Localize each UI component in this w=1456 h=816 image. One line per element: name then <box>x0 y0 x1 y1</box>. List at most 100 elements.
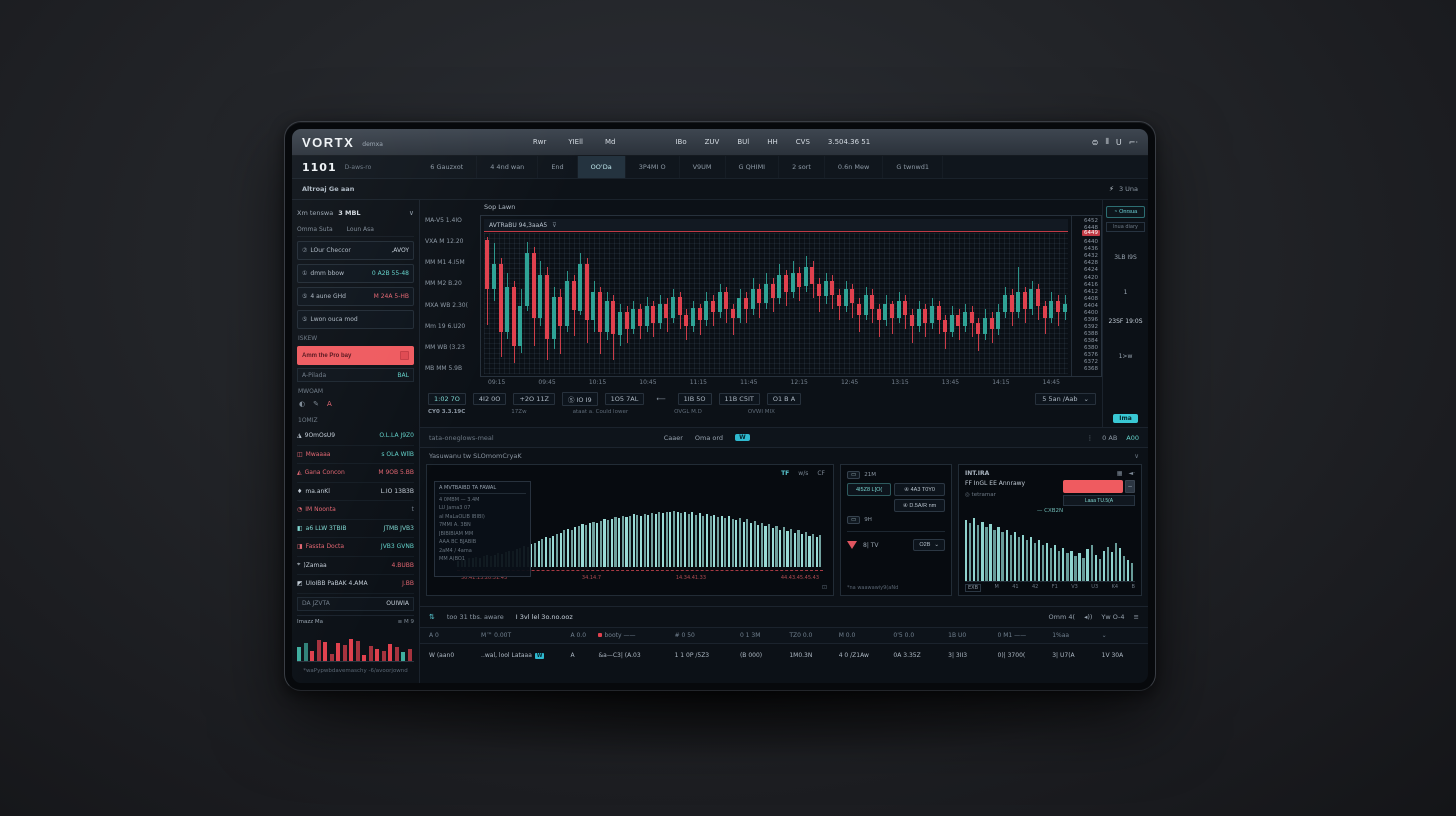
main-tab-6[interactable]: G QHIMI <box>726 156 780 178</box>
depth-row-sub: ◎ tetramar <box>965 492 996 498</box>
window-icon-0[interactable]: ⊜ <box>1091 137 1099 147</box>
toolbar-value-7[interactable]: 11B C5IT <box>718 393 760 405</box>
limit-button[interactable]: Laaa TU.5(A <box>1063 495 1135 506</box>
sort-arrows-icon[interactable]: ⇅ <box>429 613 435 621</box>
orders-toolbar-right-1[interactable]: Yw O-4 <box>1101 613 1125 621</box>
header-nav-right-item-2[interactable]: BUl <box>737 138 750 146</box>
toolbar-value-6[interactable]: 1IB 5O <box>677 393 712 405</box>
wave-icon-1[interactable]: w/s <box>798 470 809 477</box>
depth-icon-0[interactable]: ▦ <box>1116 470 1123 477</box>
candle-body <box>830 280 835 295</box>
watchlist-row-6[interactable]: ◨ Fassta Docta JVB3 GVNB <box>297 538 414 557</box>
strip-center-item-0[interactable]: Caaer <box>663 433 683 442</box>
chart-legend-eye-icon[interactable]: ⊽ <box>552 221 557 229</box>
toolbar-value-5[interactable]: ⟵ <box>656 395 666 403</box>
toolbar-value-8[interactable]: O1 B A <box>766 393 802 405</box>
header-nav-right-item-3[interactable]: HH <box>767 138 778 146</box>
watchlist-row-4[interactable]: ◔ IM Noonta t <box>297 501 414 520</box>
strip-center-item-1[interactable]: Oma ord <box>694 433 724 442</box>
alert-flag-icon[interactable]: A <box>326 400 332 408</box>
main-tab-7[interactable]: 2 sort <box>779 156 825 178</box>
watchlist-row-8[interactable]: ◩ UIoIBB PaBAK 4.AMA J.BB <box>297 575 414 594</box>
watchlist-row-3[interactable]: ♦ ma.anKl L.IO 13B3B <box>297 483 414 501</box>
order-button-1[interactable]: 4I5Z8 L[O( <box>847 483 892 496</box>
main-tab-3[interactable]: OO'Da <box>577 156 626 178</box>
orders-table-row[interactable]: W (aan0 ..wal, lool Lataaa W A &a—C3| (A.03 1… <box>420 644 1148 666</box>
toolbar-value-4[interactable]: 1O5 7AL <box>604 393 645 405</box>
header-nav-item-0[interactable]: Rwr <box>532 138 547 146</box>
volume-wave-panel: TF w/s CF A MVTBAIBD TA FAWAL 4 0MBM — 3.4M… <box>426 464 834 596</box>
toolbar-value-1[interactable]: 4I2 0O <box>472 393 507 405</box>
orders-toolbar-item-0[interactable]: too 31 tbs. aware <box>446 613 504 621</box>
window-icon-2[interactable]: U <box>1115 137 1122 147</box>
main-tab-5[interactable]: V9UM <box>680 156 726 178</box>
watchlist-row-5[interactable]: ◧ a6 LLW 3TBIB JTMB JVB3 <box>297 520 414 538</box>
bar <box>1046 542 1049 581</box>
bar <box>1094 554 1097 581</box>
toolbar-value-3[interactable]: Ⓢ IO I9 <box>561 392 598 406</box>
order-type-button[interactable]: O2B ⌄ <box>913 539 945 551</box>
bar <box>705 514 709 567</box>
interval-dropdown[interactable]: 5 5an /Aab ⌄ <box>1035 393 1096 405</box>
wave-icon-0[interactable]: TF <box>781 470 790 477</box>
main-tab-0[interactable]: 6 Gauzxot <box>417 156 478 178</box>
watchlist-row-1[interactable]: ◫ Mwaaaa s OLA WllB <box>297 446 414 464</box>
watchlist-row-7[interactable]: ⌖)Zamaa 4.BUBB <box>297 557 414 575</box>
speaker-icon[interactable]: ◂)) <box>1084 613 1093 621</box>
depth-icon-1[interactable]: ◄· <box>1128 470 1135 477</box>
section2-label: 1OMIZ <box>298 417 318 424</box>
toolbar-value-0[interactable]: 1:02 7O <box>428 393 466 405</box>
rail-badge[interactable]: Ima <box>1113 414 1138 423</box>
wave-icon-2[interactable]: CF <box>817 470 825 477</box>
header-nav-right-item-1[interactable]: ZUV <box>704 138 720 146</box>
header-nav-right-item-4[interactable]: CVS <box>795 138 810 146</box>
main-tab-8[interactable]: 0.6n Mew <box>825 156 884 178</box>
header-nav-item-2[interactable]: Md <box>605 138 616 146</box>
balance-label: A-Pilada <box>302 371 327 379</box>
filter-funnel-icon[interactable] <box>847 541 857 549</box>
edit-icon[interactable]: ✎ <box>313 400 319 408</box>
sell-button[interactable] <box>1063 480 1123 493</box>
main-tab-4[interactable]: 3P4MI O <box>626 156 680 178</box>
refresh-icon[interactable]: ◐ <box>299 400 306 408</box>
main-tab-1[interactable]: 4 4nd wan <box>477 156 539 178</box>
toolbar-value-2[interactable]: +2O 11Z <box>513 393 555 405</box>
alert-mini-box[interactable] <box>400 351 409 360</box>
orders-toolbar-item-1[interactable]: I 3vl lel 3o.no.ooz <box>515 613 573 621</box>
sidebar-info-row-3[interactable]: ⑤ Lwon ouca mod <box>297 310 414 329</box>
size-chip-icon: ▭ <box>847 516 861 524</box>
candle-body <box>923 309 928 324</box>
sidebar-info-row-0[interactable]: ⑦ LOur Checcor ,AVOY <box>297 241 414 260</box>
order-type-label: O2B <box>919 542 931 548</box>
expand-icon[interactable]: ⊡ <box>821 584 827 591</box>
main-tab-9[interactable]: G twnwd1 <box>883 156 944 178</box>
minus-button[interactable]: − <box>1125 480 1135 493</box>
instrument-dropdown[interactable]: Xm tenswa 3 MBL ∨ <box>297 204 414 222</box>
kebab-icon[interactable]: ⋮ <box>1086 433 1094 442</box>
sidebar-tab-1[interactable]: Loun Asa <box>346 225 374 233</box>
alert-button[interactable]: Amm the Pro bay <box>297 346 414 365</box>
order-button-2[interactable]: ④ 4A3 T0Y0 <box>894 483 945 496</box>
header-nav-right-item-5[interactable]: 3.504.36 51 <box>827 138 871 146</box>
right-scale-label-12: 6404 <box>1084 302 1098 309</box>
header-nav-right-item-0[interactable]: IBo <box>675 138 687 146</box>
candlestick-chart[interactable]: AVTRaBU 94,3aaA5 ⊽ 6449 6452644864446440… <box>480 215 1102 377</box>
candle-body <box>1022 292 1027 310</box>
sidebar-tab-0[interactable]: Omma Suta <box>297 225 333 233</box>
header-nav-item-1[interactable]: YIEll <box>568 138 583 146</box>
window-icon-1[interactable]: ⦀ <box>1105 137 1109 146</box>
orders-toolbar-right-0[interactable]: Omm 4( <box>1048 613 1076 621</box>
rail-action-button[interactable]: ◔ Onrsua <box>1106 206 1145 218</box>
sidebar-info-row-1[interactable]: ① dmm bbow 0 A2B 55-48 <box>297 264 414 283</box>
collapse-chevron-icon[interactable]: ∨ <box>1134 452 1139 460</box>
red-tick-1: 34.14.7 <box>581 575 602 581</box>
watchlist-row-2[interactable]: ◭ Gana Concon M 9OB 5.BB <box>297 464 414 483</box>
main-tab-2[interactable]: End <box>538 156 578 178</box>
order-button-3[interactable]: ④ D.5A/R nm <box>894 499 945 512</box>
bar <box>1102 551 1105 581</box>
menu-icon[interactable]: ≡ <box>1133 613 1139 621</box>
watchlist-row-0[interactable]: ◮ 9OmOsU9 O.L.LA J9Z0 <box>297 427 414 446</box>
window-icon-3[interactable]: ⌐· <box>1128 137 1138 147</box>
bar <box>691 512 694 567</box>
